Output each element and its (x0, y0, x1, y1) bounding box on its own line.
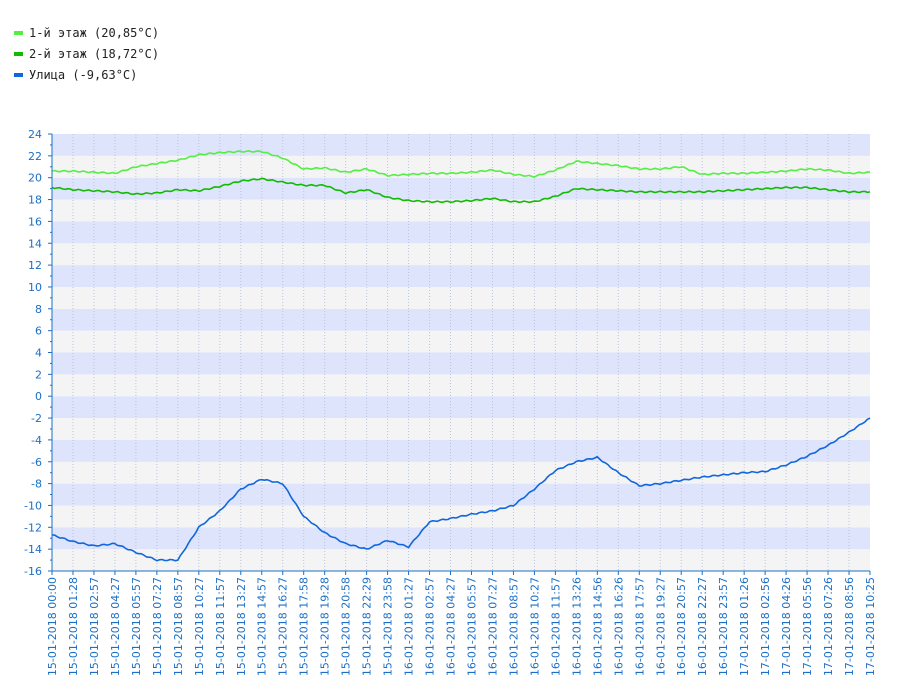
y-tick-label: 10 (28, 281, 42, 294)
x-tick-label: 16-01-2018 07:27 (486, 577, 499, 676)
y-tick-label: 20 (28, 172, 42, 185)
x-tick-label: 16-01-2018 05:57 (465, 577, 478, 676)
y-tick-label: 2 (35, 368, 42, 381)
x-tick-label: 15-01-2018 07:27 (151, 577, 164, 676)
background-band (52, 330, 870, 353)
x-axis-ticks: 15-01-2018 00:00 15-01-2018 01:28 15-01-20… (46, 571, 877, 676)
x-tick-label: 17-01-2018 05:56 (801, 577, 814, 676)
x-tick-label: 15-01-2018 17:58 (298, 577, 311, 676)
legend-item-outdoor: Улица (-9,63°C) (14, 68, 159, 89)
series-line (51, 417, 871, 562)
x-tick-label: 16-01-2018 14:56 (591, 577, 604, 676)
legend-label-floor-1: 1-й этаж (20,85°C) (29, 26, 160, 40)
x-tick-label: 15-01-2018 02:57 (88, 577, 101, 676)
vertical-gridlines (72, 134, 850, 571)
series-line (51, 177, 871, 204)
y-tick-label: 22 (28, 150, 42, 163)
x-tick-label: 15-01-2018 05:57 (130, 577, 143, 676)
x-tick-label: 15-01-2018 00:00 (46, 577, 59, 676)
y-tick-label: 12 (28, 259, 42, 272)
background-bands (52, 134, 870, 571)
y-tick-label: -14 (24, 543, 42, 556)
background-band (52, 549, 870, 571)
x-tick-label: 15-01-2018 11:57 (214, 577, 227, 676)
background-band (52, 461, 870, 484)
legend-item-floor-1: 1-й этаж (20,85°C) (14, 26, 159, 47)
background-band (52, 286, 870, 309)
x-tick-label: 16-01-2018 17:57 (633, 577, 646, 676)
x-tick-label: 16-01-2018 19:27 (654, 577, 667, 676)
x-tick-label: 15-01-2018 08:57 (172, 577, 185, 676)
x-tick-label: 16-01-2018 04:27 (445, 577, 458, 676)
background-band (52, 374, 870, 397)
legend-label-floor-2: 2-й этаж (18,72°C) (29, 47, 160, 61)
x-tick-label: 15-01-2018 19:28 (319, 577, 332, 676)
y-tick-label: 6 (35, 325, 42, 338)
x-tick-label: 15-01-2018 16:27 (277, 577, 290, 676)
y-tick-label: 4 (35, 347, 42, 360)
x-tick-label: 16-01-2018 16:26 (612, 577, 625, 676)
background-band (52, 243, 870, 266)
y-tick-label: -12 (24, 521, 42, 534)
legend-swatch-floor-2 (14, 51, 23, 56)
x-tick-label: 17-01-2018 10:25 (864, 577, 877, 676)
y-tick-label: 18 (28, 194, 42, 207)
x-tick-label: 16-01-2018 20:57 (675, 577, 688, 676)
y-axis-ticks: -16-14-12-10-8-6-4-202468101214161820222… (24, 128, 52, 578)
background-band (52, 308, 870, 331)
y-tick-label: -4 (31, 434, 42, 447)
legend-swatch-outdoor (14, 72, 23, 77)
x-tick-label: 17-01-2018 04:26 (780, 577, 793, 676)
x-tick-label: 15-01-2018 23:58 (382, 577, 395, 676)
y-tick-label: 8 (35, 303, 42, 316)
legend-item-floor-2: 2-й этаж (18,72°C) (14, 47, 159, 68)
background-band (52, 527, 870, 550)
background-band (52, 265, 870, 287)
background-band (52, 199, 870, 222)
y-tick-label: 24 (28, 128, 42, 141)
y-tick-label: 16 (28, 215, 42, 228)
x-tick-label: 15-01-2018 10:27 (193, 577, 206, 676)
x-tick-label: 16-01-2018 08:57 (507, 577, 520, 676)
x-tick-label: 16-01-2018 13:26 (570, 577, 583, 676)
x-tick-label: 17-01-2018 08:56 (843, 577, 856, 676)
x-tick-label: 16-01-2018 02:57 (424, 577, 437, 676)
x-tick-label: 16-01-2018 23:57 (717, 577, 730, 676)
x-tick-label: 15-01-2018 01:28 (67, 577, 80, 676)
x-tick-label: 15-01-2018 13:27 (235, 577, 248, 676)
x-tick-label: 16-01-2018 01:27 (403, 577, 416, 676)
x-tick-label: 15-01-2018 22:29 (361, 577, 374, 676)
series-lines (51, 150, 871, 562)
chart-legend: 1-й этаж (20,85°C) 2-й этаж (18,72°C) Ул… (14, 26, 159, 89)
background-band (52, 439, 870, 462)
y-tick-label: 0 (35, 390, 42, 403)
x-tick-label: 15-01-2018 04:27 (109, 577, 122, 676)
background-band (52, 396, 870, 419)
background-band (52, 418, 870, 440)
y-tick-label: -10 (24, 499, 42, 512)
y-tick-label: -6 (31, 456, 42, 469)
x-tick-label: 17-01-2018 02:56 (759, 577, 772, 676)
y-tick-label: -2 (31, 412, 42, 425)
x-tick-label: 15-01-2018 14:57 (256, 577, 269, 676)
y-tick-label: -8 (31, 478, 42, 491)
legend-swatch-floor-1 (14, 30, 23, 35)
x-tick-label: 17-01-2018 07:26 (822, 577, 835, 676)
x-tick-label: 16-01-2018 22:27 (696, 577, 709, 676)
legend-label-outdoor: Улица (-9,63°C) (29, 68, 138, 82)
y-tick-label: -16 (24, 565, 42, 578)
x-tick-label: 17-01-2018 01:26 (738, 577, 751, 676)
x-tick-label: 16-01-2018 10:27 (528, 577, 541, 676)
background-band (52, 352, 870, 375)
background-band (52, 483, 870, 506)
background-band (52, 221, 870, 244)
series-line (51, 150, 871, 178)
background-band (52, 177, 870, 200)
y-tick-label: 14 (28, 237, 42, 250)
background-band (52, 134, 870, 156)
background-band (52, 155, 870, 178)
x-tick-label: 15-01-2018 20:58 (340, 577, 353, 676)
x-tick-label: 16-01-2018 11:57 (549, 577, 562, 676)
